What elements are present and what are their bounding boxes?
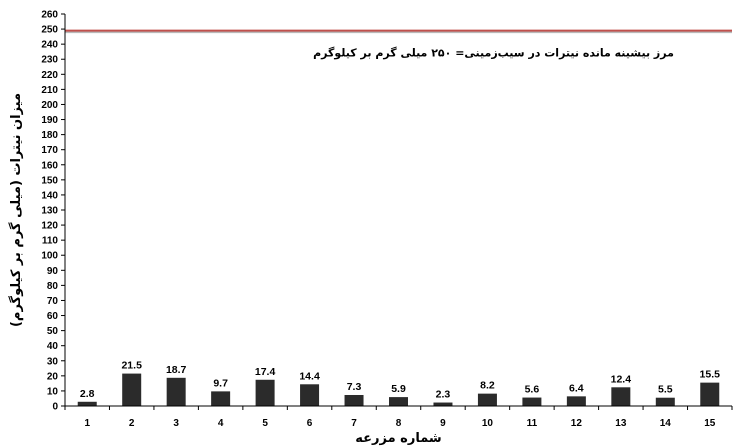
bars — [77, 373, 720, 406]
y-tick-label: 0 — [52, 402, 58, 413]
y-tick-label: 180 — [41, 130, 58, 141]
x-axis-label: شماره مزرعه — [355, 431, 441, 446]
y-tick-label: 100 — [41, 251, 58, 262]
data-label: 5.9 — [391, 383, 406, 395]
bar — [566, 396, 586, 406]
y-tick-label: 40 — [47, 341, 59, 352]
bar — [255, 379, 275, 406]
x-axis-ticks: 1 2 3 4 5 6 7 8 9 10 11 12 13 14 15 — [64, 406, 733, 429]
bar — [211, 391, 231, 406]
y-tick-label: 20 — [47, 371, 59, 382]
y-axis-label: میزان نیترات (میلی گرم بر کیلوگرم) — [8, 93, 24, 327]
bar — [477, 393, 497, 406]
plot-area — [65, 14, 732, 406]
y-tick-label: 190 — [41, 115, 58, 126]
data-label: 7.3 — [347, 381, 362, 393]
y-tick-label: 90 — [47, 266, 59, 277]
y-tick-label: 250 — [41, 25, 58, 36]
y-tick-label: 80 — [47, 281, 59, 292]
y-tick-label: 150 — [41, 175, 58, 186]
data-label: 5.5 — [658, 384, 673, 396]
y-tick-label: 120 — [41, 221, 58, 232]
data-labels: 2.8 21.5 18.7 9.7 17.4 14.4 7.3 5.9 2.3 8.2 5.6 6.4… — [80, 360, 720, 401]
bar — [655, 397, 675, 406]
y-tick-label: 230 — [41, 55, 58, 66]
y-tick-label: 260 — [41, 10, 58, 21]
data-label: 5.6 — [525, 384, 540, 396]
y-tick-label: 220 — [41, 70, 58, 81]
bar — [300, 384, 320, 406]
data-label: 14.4 — [299, 370, 320, 382]
x-tick-label: 5 — [262, 418, 268, 429]
x-tick-label: 6 — [307, 418, 313, 429]
bar — [522, 397, 542, 406]
x-tick-label: 11 — [527, 418, 538, 429]
x-tick-label: 3 — [173, 418, 179, 429]
bar — [77, 401, 97, 406]
y-tick-label: 240 — [41, 40, 58, 51]
data-label: 12.4 — [611, 373, 632, 385]
x-tick-label: 14 — [660, 418, 672, 429]
x-tick-label: 8 — [396, 418, 402, 429]
y-tick-label: 140 — [41, 190, 58, 201]
data-label: 2.8 — [80, 388, 95, 400]
data-label: 6.4 — [569, 382, 584, 394]
bar — [344, 394, 364, 406]
bar — [166, 377, 186, 406]
bar — [122, 373, 142, 406]
data-label: 2.3 — [436, 389, 451, 401]
x-tick-label: 1 — [84, 418, 90, 429]
data-label: 15.5 — [700, 369, 721, 381]
x-tick-label: 13 — [615, 418, 627, 429]
bar — [700, 382, 720, 406]
y-tick-label: 110 — [42, 236, 59, 247]
y-tick-label: 50 — [47, 326, 59, 337]
y-tick-label: 60 — [47, 311, 59, 322]
y-tick-label: 10 — [47, 386, 59, 397]
x-tick-label: 7 — [351, 418, 357, 429]
x-tick-label: 4 — [218, 418, 224, 429]
x-tick-label: 12 — [571, 418, 583, 429]
bar — [433, 402, 453, 406]
y-tick-label: 200 — [41, 100, 58, 111]
y-tick-label: 70 — [47, 296, 59, 307]
bar — [611, 387, 631, 406]
x-tick-label: 15 — [704, 418, 716, 429]
x-tick-label: 10 — [482, 418, 494, 429]
data-label: 17.4 — [255, 366, 276, 378]
data-label: 9.7 — [213, 377, 228, 389]
y-tick-label: 130 — [41, 206, 58, 217]
data-label: 8.2 — [480, 380, 495, 392]
x-tick-label: 2 — [129, 418, 135, 429]
reference-line-label: مرز بیشینه مانده نیترات در سیب‌زمینی= ۲۵… — [313, 47, 674, 60]
y-axis-ticks: 0 10 20 30 40 50 60 70 80 90 100 110 120 130 140 150 160… — [41, 10, 65, 413]
data-label: 18.7 — [166, 364, 187, 376]
y-tick-label: 30 — [47, 356, 59, 367]
bar — [389, 397, 408, 406]
y-tick-label: 170 — [41, 145, 58, 156]
data-label: 21.5 — [121, 360, 142, 372]
y-tick-label: 160 — [41, 160, 58, 171]
y-tick-label: 210 — [41, 85, 58, 96]
x-tick-label: 9 — [440, 418, 446, 429]
